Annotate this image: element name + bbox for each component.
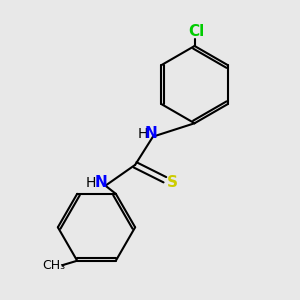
Text: H: H xyxy=(85,176,96,190)
Text: H: H xyxy=(137,127,148,141)
Text: N: N xyxy=(145,126,158,141)
Text: Cl: Cl xyxy=(188,23,204,38)
Text: N: N xyxy=(94,175,107,190)
Text: S: S xyxy=(167,175,178,190)
Text: CH₃: CH₃ xyxy=(42,259,65,272)
